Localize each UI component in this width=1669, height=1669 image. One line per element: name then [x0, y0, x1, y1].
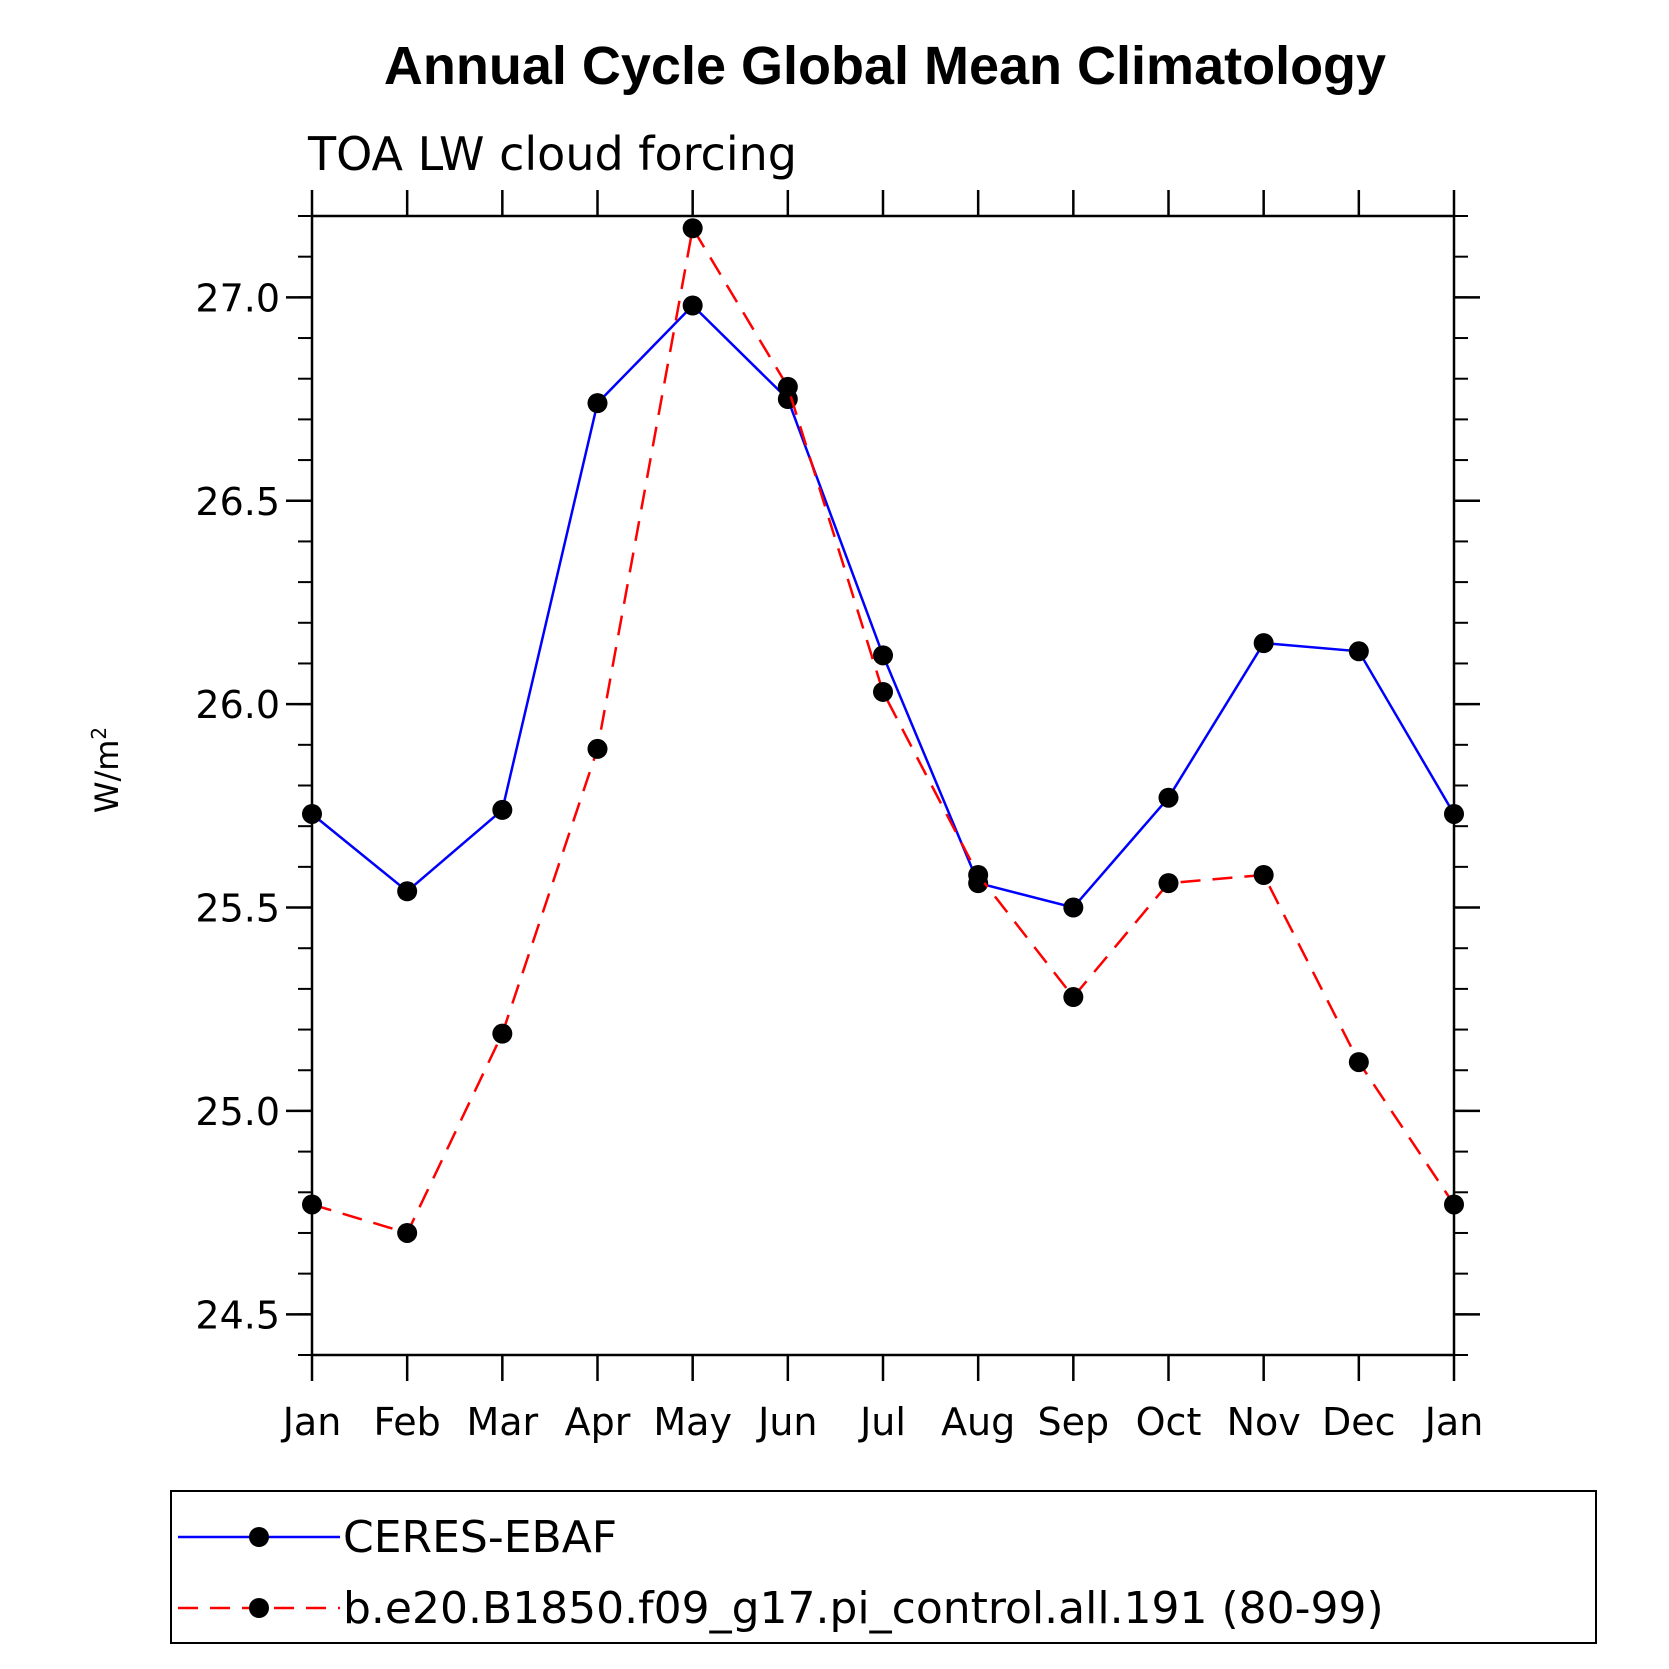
legend-label-ceres: CERES-EBAF	[343, 1512, 617, 1563]
legend-marker-ceres	[249, 1527, 269, 1547]
y-tick-label: 25.0	[195, 1090, 280, 1134]
x-tick-label: Nov	[1227, 1400, 1301, 1444]
series-line-0	[311, 303, 1456, 909]
x-axis-ticks: Jan Feb Mar Apr May Jun Jul Aug Sep Oct Nov Dec Jan	[281, 190, 1484, 1444]
chart-subtitle: TOA LW cloud forcing	[307, 127, 797, 181]
series-1-point	[587, 738, 608, 759]
x-tick-label: Dec	[1322, 1400, 1396, 1444]
minor-ticks	[298, 215, 1468, 1356]
series-0-point	[492, 799, 513, 820]
y-axis-ticks: 24.5 25.0 25.5 26.0 26.5 27.0	[195, 276, 1480, 1337]
x-tick-label: Apr	[565, 1400, 631, 1444]
x-tick-label: Aug	[941, 1400, 1015, 1444]
series-0-point	[1348, 641, 1369, 662]
series-layer	[302, 218, 1464, 1243]
x-tick-label: Sep	[1038, 1400, 1110, 1444]
y-axis-label-superscript: 2	[87, 727, 111, 740]
y-tick-label: 25.5	[195, 887, 280, 931]
plot-frame	[310, 214, 1456, 1357]
legend-box	[170, 1490, 1597, 1644]
legend-marker-model	[249, 1598, 269, 1618]
series-line-1	[311, 224, 1456, 1235]
x-tick-label: May	[653, 1400, 732, 1444]
series-1-point	[682, 218, 703, 239]
x-tick-label: Jan	[1423, 1400, 1484, 1444]
series-0-point	[873, 645, 893, 666]
series-1-point	[1348, 1052, 1369, 1073]
legend-label-model: b.e20.B1850.f09_g17.pi_control.all.191 (…	[343, 1583, 1384, 1634]
legend: CERES-EBAF b.e20.B1850.f09_g17.pi_contro…	[170, 1490, 1597, 1644]
x-tick-label: Oct	[1136, 1400, 1202, 1444]
x-tick-label: Mar	[466, 1400, 538, 1444]
y-tick-label: 26.0	[195, 683, 280, 727]
x-tick-label: Feb	[374, 1400, 441, 1444]
series-1-point	[873, 681, 893, 702]
series-1-point	[1158, 873, 1179, 894]
series-0-point	[1063, 897, 1084, 918]
x-tick-label: Jul	[858, 1400, 906, 1444]
series-1-point	[968, 864, 989, 885]
x-tick-label: Jan	[281, 1400, 342, 1444]
chart-title: Annual Cycle Global Mean Climatology	[384, 36, 1386, 96]
x-tick-label: Jun	[756, 1400, 817, 1444]
series-0-point	[1158, 787, 1179, 808]
series-0-point	[397, 881, 418, 902]
series-1-point	[777, 376, 798, 397]
y-tick-label: 27.0	[195, 276, 280, 320]
series-1-point	[397, 1222, 418, 1243]
y-axis-label-unit: W/m	[88, 740, 126, 814]
series-0-point	[1253, 633, 1274, 654]
y-axis-label: W/m2	[87, 727, 126, 813]
series-1-point	[1063, 987, 1084, 1008]
y-tick-label: 24.5	[195, 1293, 280, 1337]
series-0-point	[587, 393, 608, 414]
series-0-point	[682, 295, 703, 316]
series-1-point	[1253, 864, 1274, 885]
y-tick-label: 26.5	[195, 480, 280, 524]
series-1-point	[492, 1023, 513, 1044]
